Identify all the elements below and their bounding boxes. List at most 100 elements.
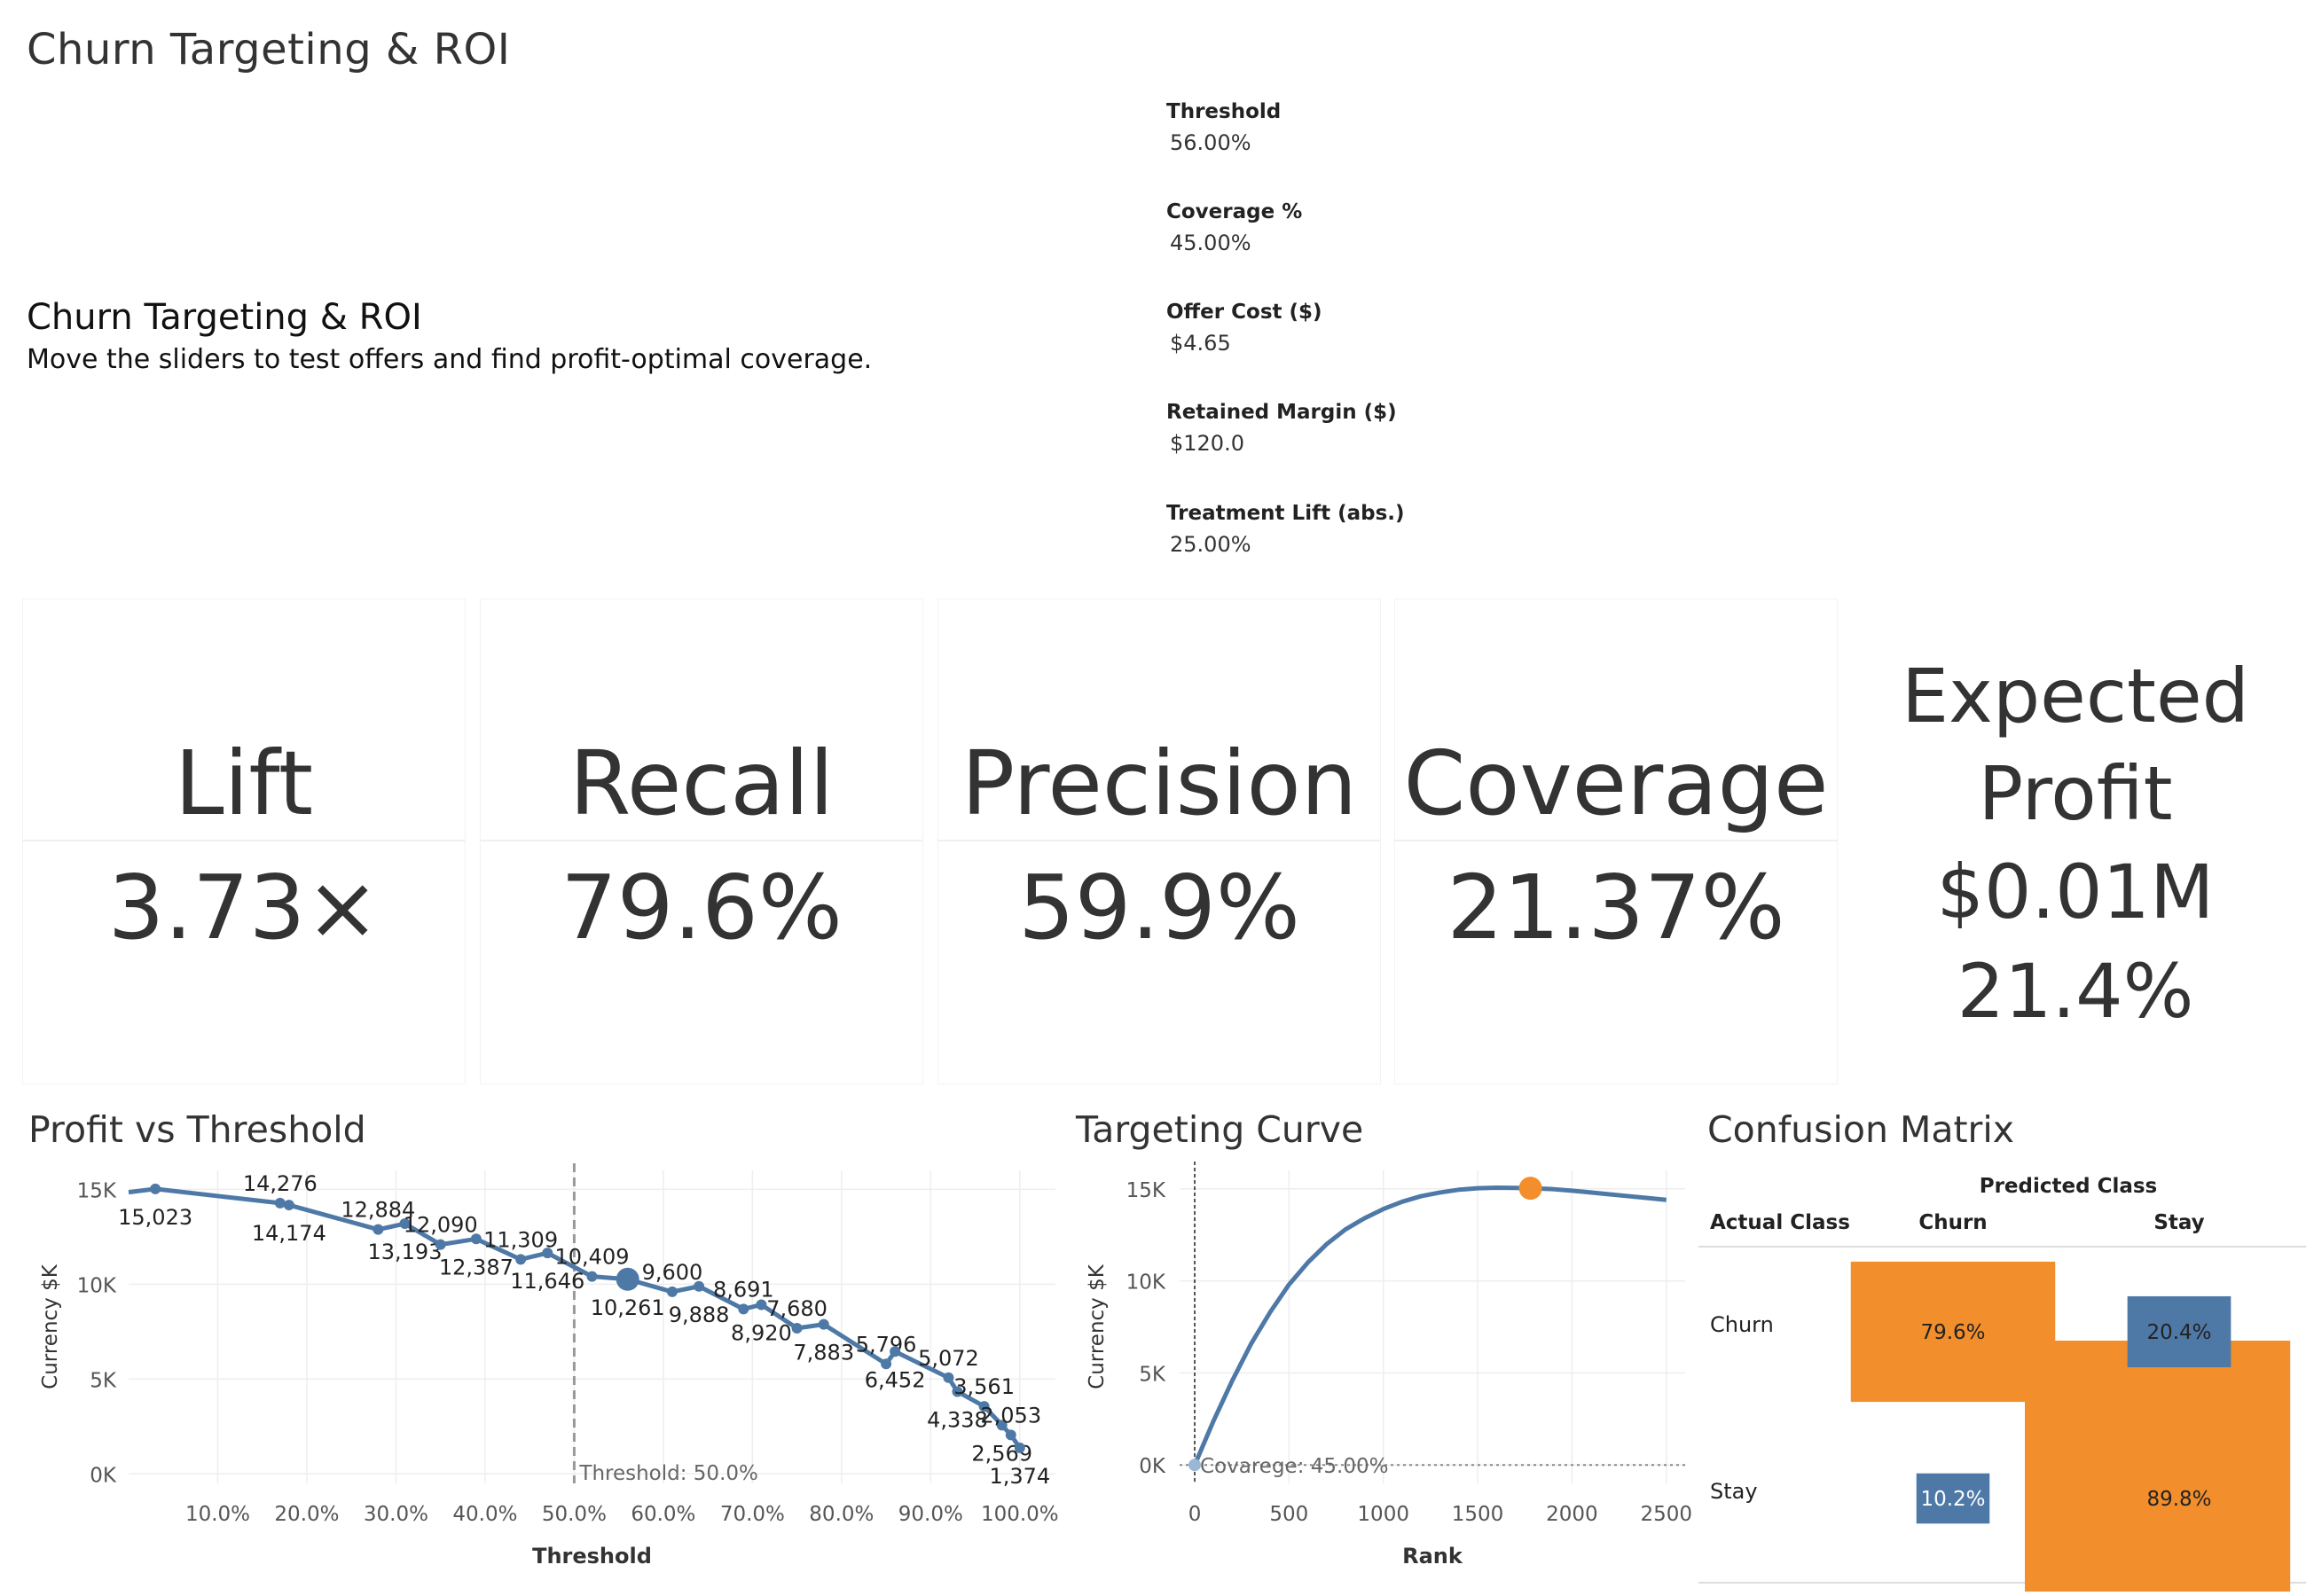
param-threshold[interactable]: Threshold 56.00% bbox=[1166, 100, 1521, 155]
optimum-point bbox=[1518, 1177, 1542, 1201]
threshold-reference-label: Threshold: 50.0% bbox=[578, 1462, 757, 1485]
x-tick-label: 2500 bbox=[1640, 1503, 1692, 1526]
profit-data-label: 9,600 bbox=[642, 1260, 703, 1285]
profit-point bbox=[890, 1346, 901, 1357]
x-tick-label: 1000 bbox=[1357, 1503, 1409, 1526]
profit-data-label: 8,920 bbox=[731, 1320, 792, 1345]
kpi-value: 59.9% bbox=[1018, 856, 1300, 959]
kpi-title-line2: Profit bbox=[1978, 750, 2173, 837]
profit-data-label: 15,023 bbox=[118, 1205, 192, 1230]
x-axis-label: Rank bbox=[1402, 1544, 1463, 1569]
profit-point bbox=[283, 1200, 294, 1211]
param-label: Offer Cost ($) bbox=[1166, 301, 1322, 324]
row-label: Churn bbox=[1710, 1312, 1774, 1337]
profit-data-label: 2,053 bbox=[980, 1403, 1041, 1428]
selected-threshold-point bbox=[616, 1267, 639, 1291]
kpi-divider bbox=[480, 840, 923, 841]
profit-data-label: 11,646 bbox=[510, 1269, 584, 1294]
profit-data-label: 9,888 bbox=[669, 1303, 730, 1327]
profit-point bbox=[274, 1197, 286, 1209]
x-tick-label: 50.0% bbox=[542, 1503, 607, 1526]
dashboard-description: Move the sliders to test offers and find… bbox=[27, 344, 873, 375]
kpi-value: 79.6% bbox=[561, 856, 843, 959]
profit-data-label: 13,193 bbox=[367, 1240, 442, 1264]
param-value[interactable]: $4.65 bbox=[1170, 331, 1231, 356]
param-value[interactable]: $120.0 bbox=[1170, 431, 1244, 456]
kpi-value: 3.73× bbox=[107, 856, 380, 959]
profit-point bbox=[818, 1318, 829, 1330]
matrix-cell bbox=[1916, 1473, 1990, 1524]
profit-point bbox=[881, 1358, 892, 1370]
chart-title-confusion-matrix: Confusion Matrix bbox=[1707, 1108, 2015, 1151]
targeting-curve-chart[interactable]: 0K 5K 10K 15K 0 500 1000 1500 2000 2500 Rank Curren… bbox=[1064, 1153, 1694, 1592]
matrix-cell-label: 89.8% bbox=[2146, 1488, 2211, 1511]
param-offer-cost[interactable]: Offer Cost ($) $4.65 bbox=[1166, 301, 1521, 356]
param-value[interactable]: 25.00% bbox=[1170, 532, 1251, 557]
kpi-value-pct: 21.4% bbox=[1957, 948, 2194, 1035]
x-tick-label: 1500 bbox=[1452, 1503, 1504, 1526]
dashboard-subtitle: Churn Targeting & ROI bbox=[27, 297, 422, 338]
matrix-cell-label: 79.6% bbox=[1920, 1321, 1985, 1344]
param-treatment-lift[interactable]: Treatment Lift (abs.) 25.00% bbox=[1166, 502, 1521, 557]
param-coverage[interactable]: Coverage % 45.00% bbox=[1166, 200, 1521, 255]
profit-data-label: 5,796 bbox=[856, 1332, 917, 1357]
profit-data-label: 3,561 bbox=[953, 1374, 1015, 1399]
y-tick-label: 0K bbox=[90, 1464, 117, 1487]
kpi-coverage: Coverage 21.37% bbox=[1394, 598, 1838, 1084]
kpi-recall: Recall 79.6% bbox=[480, 598, 923, 1084]
kpi-title: Recall bbox=[569, 732, 835, 835]
kpi-divider bbox=[22, 840, 466, 841]
param-label: Coverage % bbox=[1166, 200, 1303, 223]
kpi-title: Precision bbox=[961, 732, 1358, 835]
profit-point bbox=[150, 1183, 161, 1194]
profit-point bbox=[399, 1218, 411, 1230]
matrix-cell bbox=[2025, 1341, 2291, 1592]
param-retained-margin[interactable]: Retained Margin ($) $120.0 bbox=[1166, 401, 1521, 456]
profit-data-label: 5,072 bbox=[918, 1346, 979, 1371]
profit-data-label: 4,338 bbox=[927, 1407, 988, 1432]
profit-vs-threshold-chart[interactable]: 0K 5K 10K 15K 10.0% 20.0% 30.0% 40.0% 50.0% 60.0%… bbox=[0, 1153, 1064, 1592]
profit-point bbox=[470, 1233, 482, 1245]
x-tick-label: 100.0% bbox=[981, 1503, 1059, 1526]
x-tick-label: 30.0% bbox=[364, 1503, 428, 1526]
targeting-series-line bbox=[1192, 1185, 1667, 1467]
profit-data-label: 7,883 bbox=[793, 1341, 854, 1365]
profit-point bbox=[586, 1271, 598, 1282]
y-tick-label: 0K bbox=[1139, 1455, 1166, 1478]
profit-data-label: 1,374 bbox=[989, 1464, 1050, 1489]
profit-point bbox=[515, 1254, 527, 1265]
profit-point bbox=[756, 1299, 767, 1310]
profit-point bbox=[952, 1386, 963, 1397]
kpi-value: 21.37% bbox=[1447, 856, 1785, 959]
profit-data-label: 12,387 bbox=[439, 1255, 514, 1279]
y-tick-label: 15K bbox=[77, 1179, 117, 1202]
kpi-expected-profit: Expected Profit $0.01M 21.4% bbox=[1849, 647, 2302, 1041]
profit-data-label: 7,680 bbox=[766, 1296, 827, 1321]
kpi-title: Lift bbox=[174, 732, 314, 835]
y-axis-label: Currency $K bbox=[39, 1264, 62, 1389]
x-tick-label: 90.0% bbox=[898, 1503, 963, 1526]
x-tick-label: 20.0% bbox=[274, 1503, 339, 1526]
profit-point bbox=[738, 1303, 749, 1315]
y-tick-label: 10K bbox=[77, 1274, 117, 1297]
param-label: Treatment Lift (abs.) bbox=[1166, 502, 1405, 525]
profit-point bbox=[1005, 1429, 1016, 1441]
param-value[interactable]: 56.00% bbox=[1170, 130, 1251, 155]
row-header: Actual Class bbox=[1710, 1211, 1850, 1234]
profit-point bbox=[943, 1372, 954, 1383]
profit-point bbox=[373, 1224, 384, 1235]
column-label: Churn bbox=[1918, 1211, 1987, 1234]
matrix-cell bbox=[1850, 1261, 2056, 1403]
matrix-cell-label: 20.4% bbox=[2146, 1321, 2211, 1344]
param-value[interactable]: 45.00% bbox=[1170, 231, 1251, 255]
kpi-title-line1: Expected bbox=[1902, 653, 2249, 739]
param-label: Threshold bbox=[1166, 100, 1282, 123]
y-tick-label: 5K bbox=[1139, 1363, 1166, 1386]
matrix-cell bbox=[2127, 1295, 2231, 1368]
profit-data-label: 12,090 bbox=[404, 1213, 478, 1238]
y-tick-label: 10K bbox=[1126, 1271, 1166, 1295]
kpi-divider bbox=[937, 840, 1381, 841]
coverage-point bbox=[1188, 1459, 1202, 1472]
confusion-matrix-chart[interactable]: Predicted Class Actual Class Churn Stay Chur… bbox=[1694, 1153, 2306, 1592]
x-tick-label: 0 bbox=[1188, 1503, 1202, 1526]
